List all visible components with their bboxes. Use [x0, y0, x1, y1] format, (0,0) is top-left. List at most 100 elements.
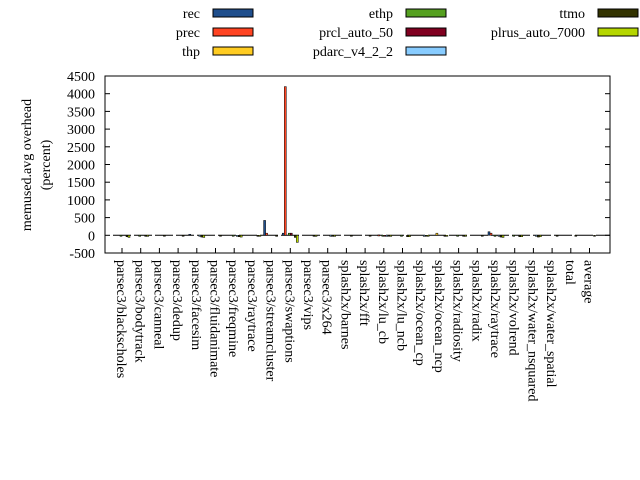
legend-swatch — [212, 27, 254, 37]
y-tick-label: 3500 — [67, 105, 95, 120]
x-tick-label: splash2x/radiosity — [450, 260, 465, 362]
y-tick-label: 0 — [88, 229, 95, 244]
bar-ttmo — [237, 235, 241, 237]
legend-label: rec — [183, 7, 200, 22]
x-tick-label: parsec3/canneal — [150, 260, 165, 349]
legend-label: prcl_auto_50 — [319, 26, 393, 41]
bar-prec — [377, 234, 381, 237]
y-tick-label: 4500 — [67, 70, 95, 85]
x-tick-label: splash2x/fft — [356, 260, 371, 326]
legend-label: plrus_auto_7000 — [491, 26, 585, 41]
x-tick-label: splash2x/water_nsquared — [524, 260, 539, 402]
bar-ttmo — [350, 235, 353, 237]
bar-ttmo — [368, 235, 372, 237]
bar-pdarc_v4_2_2 — [535, 235, 538, 237]
bar-rec — [487, 231, 491, 236]
x-tick-label: parsec3/streamcluster — [263, 260, 278, 382]
bar-plrus_auto_7000 — [127, 235, 131, 238]
bars — [113, 86, 610, 243]
bar-ethp — [512, 235, 515, 237]
bar-plrus_auto_7000 — [464, 235, 467, 237]
bar-prcl_auto_50 — [383, 235, 387, 237]
x-tick-label: parsec3/x264 — [319, 260, 334, 335]
bar-plrus_auto_7000 — [296, 235, 299, 243]
bar-pdarc_v4_2_2 — [198, 235, 202, 237]
bar-prec — [489, 232, 493, 236]
bar-prcl_auto_50 — [290, 232, 293, 236]
bar-ethp — [400, 235, 403, 237]
legend-swatch — [597, 27, 639, 37]
bar-plrus_auto_7000 — [445, 235, 449, 237]
bar-ttmo — [481, 235, 484, 237]
bar-ttmo — [144, 235, 147, 237]
bar-ethp — [231, 235, 235, 237]
bar-ttmo — [312, 235, 316, 237]
legend-swatch — [597, 8, 639, 18]
y-tick-label: 2500 — [67, 141, 95, 156]
y-tick-label: 1000 — [67, 194, 95, 209]
legend-label: ethp — [369, 7, 393, 22]
x-tick-label: splash2x/volrend — [506, 260, 521, 356]
x-tick-label: splash2x/radix — [468, 260, 483, 342]
bar-ethp — [288, 232, 291, 236]
y-ticks: -500 0 500 1000 1500 2000 2500 3000 3500 4000 4500 — [67, 70, 610, 262]
bar-ethp — [493, 235, 497, 237]
bar-ttmo — [200, 235, 204, 238]
bar-plrus_auto_7000 — [408, 235, 411, 237]
bar-ttmo — [163, 235, 166, 237]
legend-swatch — [405, 27, 447, 37]
x-tick-label: splash2x/ocean_ncp — [431, 260, 446, 373]
x-tick-label: parsec3/raytrace — [244, 260, 259, 352]
bar-plrus_auto_7000 — [333, 235, 336, 237]
bar-ttmo — [406, 235, 409, 237]
x-tick-label: splash2x/raytrace — [487, 260, 502, 358]
legend: rec prec thp ethp prcl_auto_50 pdarc_v4_2_2 tt… — [176, 7, 639, 60]
bar-ttmo — [424, 235, 428, 237]
bar-ttmo — [275, 235, 278, 237]
bar-ethp — [138, 235, 141, 237]
y-tick-label: -500 — [69, 247, 95, 262]
legend-swatch — [212, 8, 254, 18]
bar-plrus_auto_7000 — [202, 235, 206, 238]
bar-plrus_auto_7000 — [314, 235, 318, 237]
bar-ttmo — [593, 235, 596, 237]
bar-ttmo — [256, 235, 260, 237]
bar-plrus_auto_7000 — [389, 235, 393, 237]
bar-ethp — [119, 235, 123, 237]
y-axis-label: memused.avg overhead (percent) — [20, 99, 54, 231]
x-tick-label: splash2x/ocean_cp — [412, 260, 427, 366]
bar-ttmo — [537, 235, 540, 238]
bar-pdarc_v4_2_2 — [329, 235, 332, 237]
x-ticks: parsec3/blackscholes parsec3/bodytrack par… — [113, 248, 596, 402]
y-tick-label: 4000 — [67, 88, 95, 103]
y-axis-label-line1: memused.avg overhead — [20, 99, 35, 231]
bar-ttmo — [219, 235, 222, 237]
bar-rec — [282, 232, 285, 236]
bar-rec — [263, 220, 266, 236]
x-tick-label: splash2x/lu_ncb — [394, 260, 409, 351]
x-tick-label: parsec3/freqmine — [225, 260, 240, 357]
bar-plrus_auto_7000 — [539, 235, 542, 237]
bar-plrus_auto_7000 — [501, 235, 505, 238]
x-tick-label: splash2x/barnes — [337, 260, 352, 349]
bar-plrus_auto_7000 — [258, 235, 262, 237]
bar-plrus_auto_7000 — [426, 235, 430, 237]
bar-pdarc_v4_2_2 — [235, 235, 239, 237]
bar-pdarc_v4_2_2 — [385, 235, 389, 237]
x-tick-label: parsec3/vips — [300, 260, 315, 330]
legend-swatch — [405, 46, 447, 56]
x-tick-label: parsec3/dedup — [169, 260, 184, 341]
bar-pdarc_v4_2_2 — [422, 235, 426, 237]
bar-prec — [284, 86, 287, 236]
bar-prec — [265, 232, 268, 236]
bar-plrus_auto_7000 — [146, 235, 149, 237]
bar-ttmo — [462, 235, 465, 237]
bar-thp — [435, 232, 439, 236]
x-tick-label: parsec3/bodytrack — [132, 260, 147, 363]
legend-label: prec — [176, 26, 200, 41]
bar-pdarc_v4_2_2 — [497, 235, 501, 237]
legend-swatch — [405, 8, 447, 18]
bar-rec — [188, 233, 192, 236]
bar-ttmo — [443, 235, 447, 237]
